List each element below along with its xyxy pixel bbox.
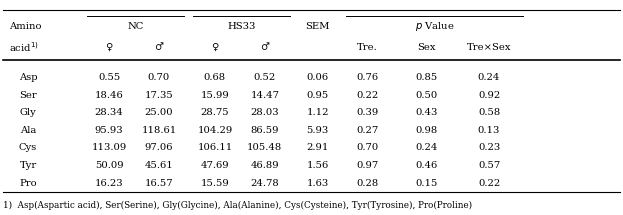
Text: Tre×Sex: Tre×Sex — [467, 43, 511, 52]
Text: Ala: Ala — [20, 126, 36, 135]
Text: 0.52: 0.52 — [254, 73, 276, 82]
Text: Sex: Sex — [417, 43, 436, 52]
Text: $p$ Value: $p$ Value — [415, 20, 454, 33]
Text: 0.43: 0.43 — [416, 108, 438, 117]
Text: 0.76: 0.76 — [356, 73, 379, 82]
Text: 46.89: 46.89 — [250, 161, 279, 170]
Text: 106.11: 106.11 — [197, 143, 232, 152]
Text: 16.23: 16.23 — [95, 179, 123, 188]
Text: 28.75: 28.75 — [201, 108, 229, 117]
Text: acid$^{1)}$: acid$^{1)}$ — [9, 40, 39, 54]
Text: Asp: Asp — [19, 73, 37, 82]
Text: 0.98: 0.98 — [416, 126, 438, 135]
Text: SEM: SEM — [305, 22, 330, 31]
Text: 0.23: 0.23 — [478, 143, 500, 152]
Text: 0.24: 0.24 — [416, 143, 438, 152]
Text: 0.28: 0.28 — [356, 179, 379, 188]
Text: 0.70: 0.70 — [148, 73, 170, 82]
Text: ♂: ♂ — [155, 43, 163, 52]
Text: 97.06: 97.06 — [145, 143, 173, 152]
Text: 16.57: 16.57 — [145, 179, 173, 188]
Text: 2.91: 2.91 — [307, 143, 329, 152]
Text: 0.57: 0.57 — [478, 161, 500, 170]
Text: Tyr: Tyr — [19, 161, 37, 170]
Text: 0.70: 0.70 — [356, 143, 379, 152]
Text: 113.09: 113.09 — [92, 143, 126, 152]
Text: 0.15: 0.15 — [416, 179, 438, 188]
Text: ♀: ♀ — [211, 43, 219, 52]
Text: 1.56: 1.56 — [307, 161, 329, 170]
Text: 1.12: 1.12 — [307, 108, 329, 117]
Text: 15.59: 15.59 — [201, 179, 229, 188]
Text: Pro: Pro — [19, 179, 37, 188]
Text: 0.39: 0.39 — [356, 108, 379, 117]
Text: Tre.: Tre. — [357, 43, 378, 52]
Text: 0.06: 0.06 — [307, 73, 329, 82]
Text: 5.93: 5.93 — [307, 126, 329, 135]
Text: 86.59: 86.59 — [250, 126, 279, 135]
Text: 0.97: 0.97 — [356, 161, 379, 170]
Text: 0.92: 0.92 — [478, 91, 500, 100]
Text: 0.95: 0.95 — [307, 91, 329, 100]
Text: 28.34: 28.34 — [95, 108, 123, 117]
Text: 0.13: 0.13 — [478, 126, 500, 135]
Text: Gly: Gly — [20, 108, 36, 117]
Text: 24.78: 24.78 — [250, 179, 279, 188]
Text: 104.29: 104.29 — [197, 126, 232, 135]
Text: 0.22: 0.22 — [356, 91, 379, 100]
Text: HS33: HS33 — [227, 22, 255, 31]
Text: 1.63: 1.63 — [307, 179, 329, 188]
Text: 45.61: 45.61 — [145, 161, 173, 170]
Text: 105.48: 105.48 — [247, 143, 282, 152]
Text: 25.00: 25.00 — [145, 108, 173, 117]
Text: ♀: ♀ — [105, 43, 113, 52]
Text: 0.85: 0.85 — [416, 73, 438, 82]
Text: 50.09: 50.09 — [95, 161, 123, 170]
Text: 0.55: 0.55 — [98, 73, 120, 82]
Text: 15.99: 15.99 — [201, 91, 229, 100]
Text: NC: NC — [127, 22, 144, 31]
Text: 28.03: 28.03 — [250, 108, 279, 117]
Text: 0.58: 0.58 — [478, 108, 500, 117]
Text: 18.46: 18.46 — [95, 91, 123, 100]
Text: Ser: Ser — [19, 91, 37, 100]
Text: ♂: ♂ — [260, 43, 269, 52]
Text: 0.46: 0.46 — [416, 161, 438, 170]
Text: 0.68: 0.68 — [204, 73, 226, 82]
Text: 0.22: 0.22 — [478, 179, 500, 188]
Text: 14.47: 14.47 — [250, 91, 279, 100]
Text: 0.24: 0.24 — [478, 73, 500, 82]
Text: 17.35: 17.35 — [145, 91, 173, 100]
Text: 1)  Asp(Aspartic acid), Ser(Serine), Gly(Glycine), Ala(Alanine), Cys(Cysteine), : 1) Asp(Aspartic acid), Ser(Serine), Gly(… — [3, 201, 472, 210]
Text: 118.61: 118.61 — [141, 126, 176, 135]
Text: 0.27: 0.27 — [356, 126, 379, 135]
Text: Amino: Amino — [9, 22, 42, 31]
Text: 0.50: 0.50 — [416, 91, 438, 100]
Text: Cys: Cys — [19, 143, 37, 152]
Text: 95.93: 95.93 — [95, 126, 123, 135]
Text: 47.69: 47.69 — [201, 161, 229, 170]
